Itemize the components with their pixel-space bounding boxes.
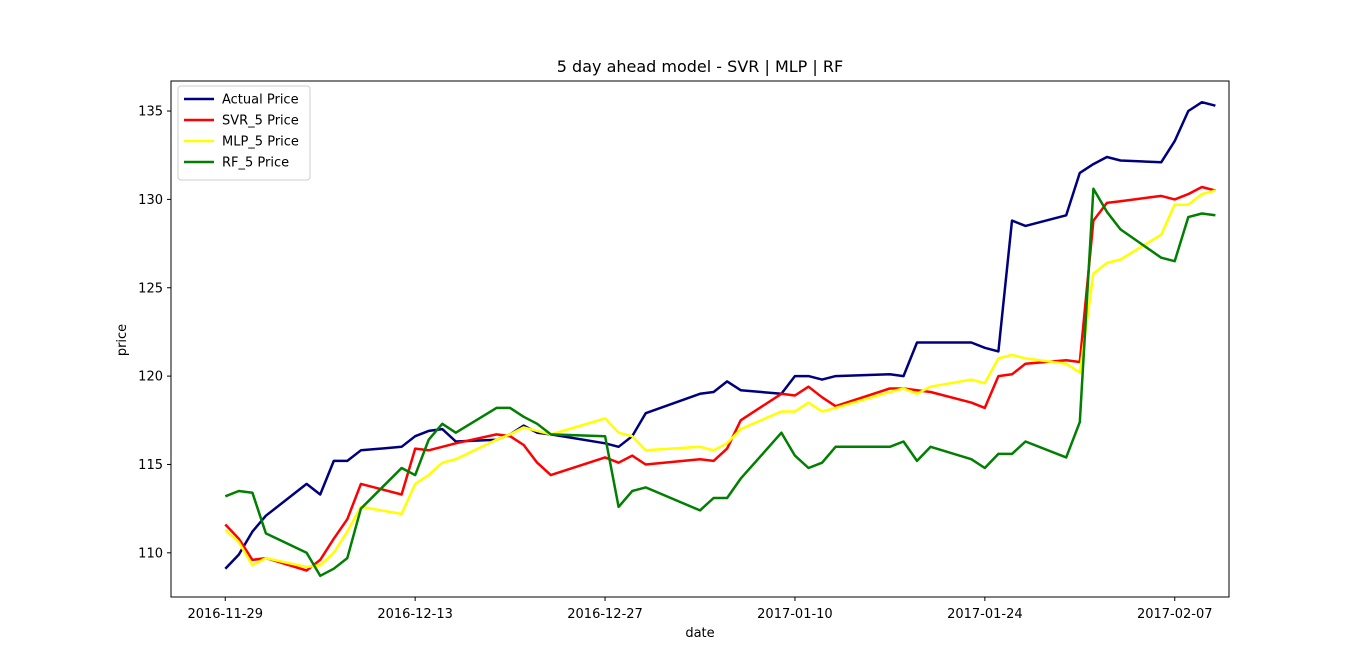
- y-axis-label: price: [115, 324, 130, 356]
- y-tick-label: 135: [138, 105, 163, 120]
- x-tick-label: 2017-02-07: [1137, 607, 1213, 622]
- legend-label: Actual Price: [222, 93, 299, 108]
- plot-area: 110 115 120 125 130 135 2016-11-29 2016-12-13 20…: [138, 100, 1216, 622]
- series-line-rf-5-price: [224, 187, 1216, 578]
- x-tick-label: 2017-01-24: [947, 607, 1023, 622]
- chart-title: 5 day ahead model - SVR | MLP | RF: [557, 57, 843, 76]
- legend-label: SVR_5 Price: [222, 114, 299, 129]
- series-line-mlp-5-price: [224, 189, 1216, 569]
- x-tick-label: 2017-01-10: [757, 607, 833, 622]
- x-tick-label: 2016-12-27: [567, 607, 643, 622]
- y-tick-label: 125: [138, 281, 163, 296]
- x-axis-label: date: [685, 626, 714, 641]
- series-line-svr-5-price: [224, 185, 1216, 572]
- legend-label: RF_5 Price: [222, 156, 289, 171]
- x-tick-label: 2016-11-29: [187, 607, 263, 622]
- legend: Actual Price SVR_5 Price MLP_5 Price RF_5 P…: [177, 85, 311, 181]
- y-tick-label: 120: [138, 370, 163, 385]
- plot-frame: [170, 80, 1230, 598]
- legend-label: MLP_5 Price: [222, 135, 299, 150]
- y-tick-label: 115: [138, 458, 163, 473]
- y-tick-label: 110: [138, 546, 163, 561]
- x-tick-label: 2016-12-13: [377, 607, 453, 622]
- legend-box: [177, 85, 311, 181]
- y-tick-label: 130: [138, 193, 163, 208]
- series-line-actual-price: [224, 100, 1216, 570]
